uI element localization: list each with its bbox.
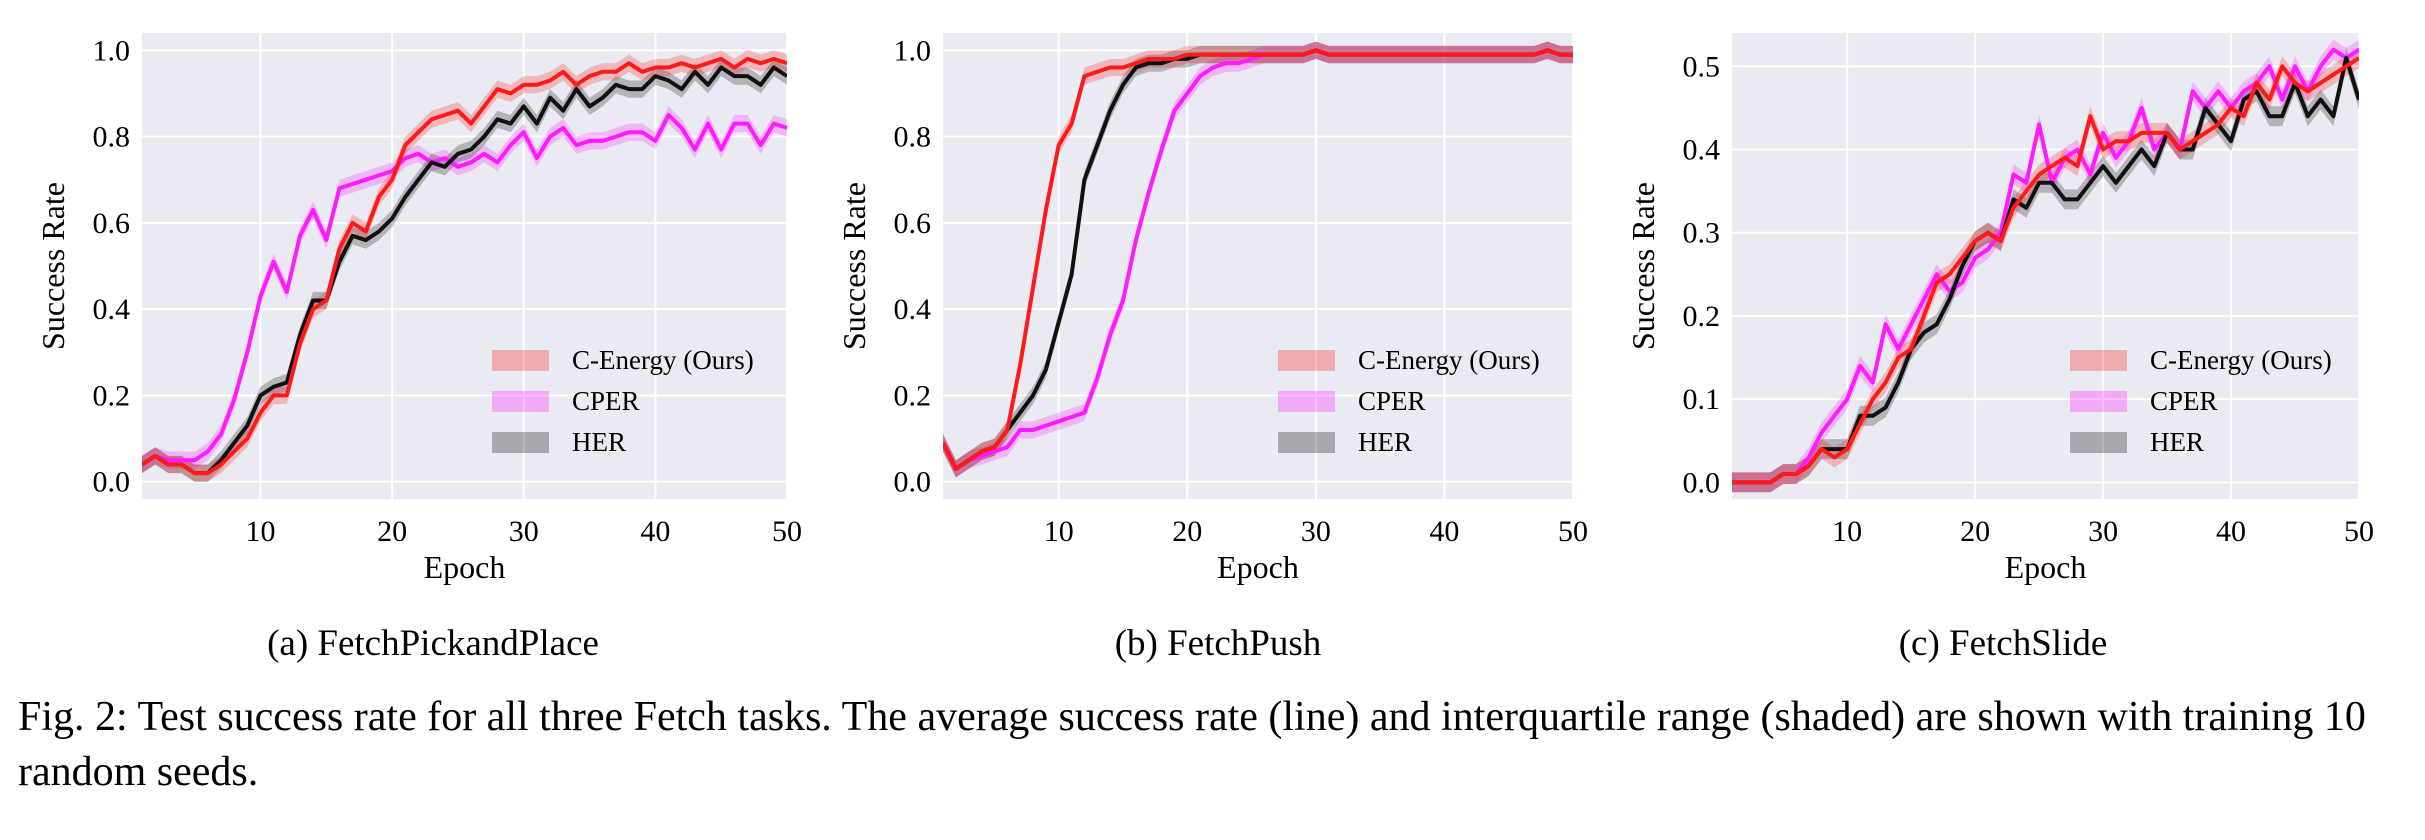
legend-label: CPER [572,386,640,416]
x-tick-label: 30 [509,515,539,548]
x-tick-label: 50 [2344,515,2374,548]
iqr-band-her [1732,48,2359,493]
legend-swatch-c_energy [2070,350,2127,371]
subcaption-b: (b) FetchPush [1114,623,1322,664]
series-line-c_energy [943,48,1573,471]
legend-label: C-Energy (Ours) [1358,345,1540,375]
figure: 10 20 30 40 50 0.0 0.2 0.4 0.6 0.8 1.0 Epoch Success… [35,33,2374,585]
y-tick-label: 0.2 [93,379,131,412]
y-tick-label: 0.2 [1683,300,1721,333]
legend-swatch-cper [492,391,549,412]
series-group [142,50,787,482]
x-tick-label: 30 [1301,515,1331,548]
legend-swatch-cper [1278,391,1335,412]
legend-swatch-her [492,432,549,453]
chart-panel-c: 10 20 30 40 50 0.0 0.1 0.2 0.3 0.4 0.5 Epoch Success… [1625,33,2374,585]
legend-swatch-cper [2070,391,2127,412]
y-tick-label: 0.6 [894,207,932,240]
legend-label: C-Energy (Ours) [572,345,754,375]
y-tick-label: 0.1 [1683,383,1721,416]
x-tick-label: 20 [1960,515,1990,548]
legend-label: CPER [2150,386,2218,416]
x-axis-label: Epoch [1217,549,1299,585]
x-tick-label: 40 [640,515,670,548]
chart-panel-a: 10 20 30 40 50 0.0 0.2 0.4 0.6 0.8 1.0 Epoch Success… [35,33,802,585]
x-tick-label: 50 [1558,515,1588,548]
x-tick-label: 10 [1044,515,1074,548]
legend-swatch-c_energy [1278,350,1335,371]
legend-label: HER [2150,427,2204,457]
x-axis-label: Epoch [424,549,506,585]
y-tick-label: 0.2 [894,379,932,412]
legend-swatch-c_energy [492,350,549,371]
y-axis-label: Success Rate [1625,182,1661,350]
series-line-her [142,65,787,476]
x-tick-label: 40 [1429,515,1459,548]
legend-swatch-her [1278,432,1335,453]
y-tick-label: 1.0 [93,34,131,67]
y-tick-label: 0.8 [894,121,932,154]
y-tick-label: 0.4 [894,293,932,326]
series-line-c_energy [1732,56,2359,485]
legend-swatch-her [2070,432,2127,453]
x-tick-label: 20 [377,515,407,548]
charts-svg: 10 20 30 40 50 0.0 0.2 0.4 0.6 0.8 1.0 Epoch Success… [35,33,2374,585]
iqr-band-c_energy [1732,48,2359,493]
y-tick-label: 1.0 [894,34,932,67]
subcaption-c: (c) FetchSlide [1898,623,2108,664]
subcaption-a: (a) FetchPickandPlace [267,623,599,664]
legend-label: HER [1358,427,1412,457]
x-axis-label: Epoch [2005,549,2087,585]
y-tick-label: 0.8 [93,121,131,154]
y-tick-label: 0.5 [1683,50,1721,83]
y-axis-label: Success Rate [836,182,872,350]
y-tick-label: 0.4 [1683,134,1721,167]
figure-caption: Fig. 2: Test success rate for all three … [18,694,2366,795]
y-tick-label: 0.0 [93,466,131,499]
series-line-cper [142,113,787,467]
x-tick-label: 10 [245,515,275,548]
x-tick-label: 30 [2088,515,2118,548]
legend-label: HER [572,427,626,457]
legend-label: CPER [1358,386,1426,416]
y-tick-label: 0.0 [1683,466,1721,499]
x-tick-label: 10 [1832,515,1862,548]
y-tick-label: 0.4 [93,293,131,326]
plot-area [1732,33,2359,499]
x-tick-label: 20 [1172,515,1202,548]
series-line-c_energy [142,56,787,476]
x-tick-label: 40 [2216,515,2246,548]
chart-panel-b: 10 20 30 40 50 0.0 0.2 0.4 0.6 0.8 1.0 Epoch Success… [836,33,1588,585]
series-group [1732,39,2359,493]
iqr-band-her [142,58,787,482]
y-axis-label: Success Rate [35,182,71,350]
plot-area [943,33,1573,499]
y-tick-label: 0.6 [93,207,131,240]
y-tick-label: 0.0 [894,466,932,499]
legend-label: C-Energy (Ours) [2150,345,2332,375]
y-tick-label: 0.3 [1683,217,1721,250]
series-group [943,41,1573,478]
x-tick-label: 50 [772,515,802,548]
